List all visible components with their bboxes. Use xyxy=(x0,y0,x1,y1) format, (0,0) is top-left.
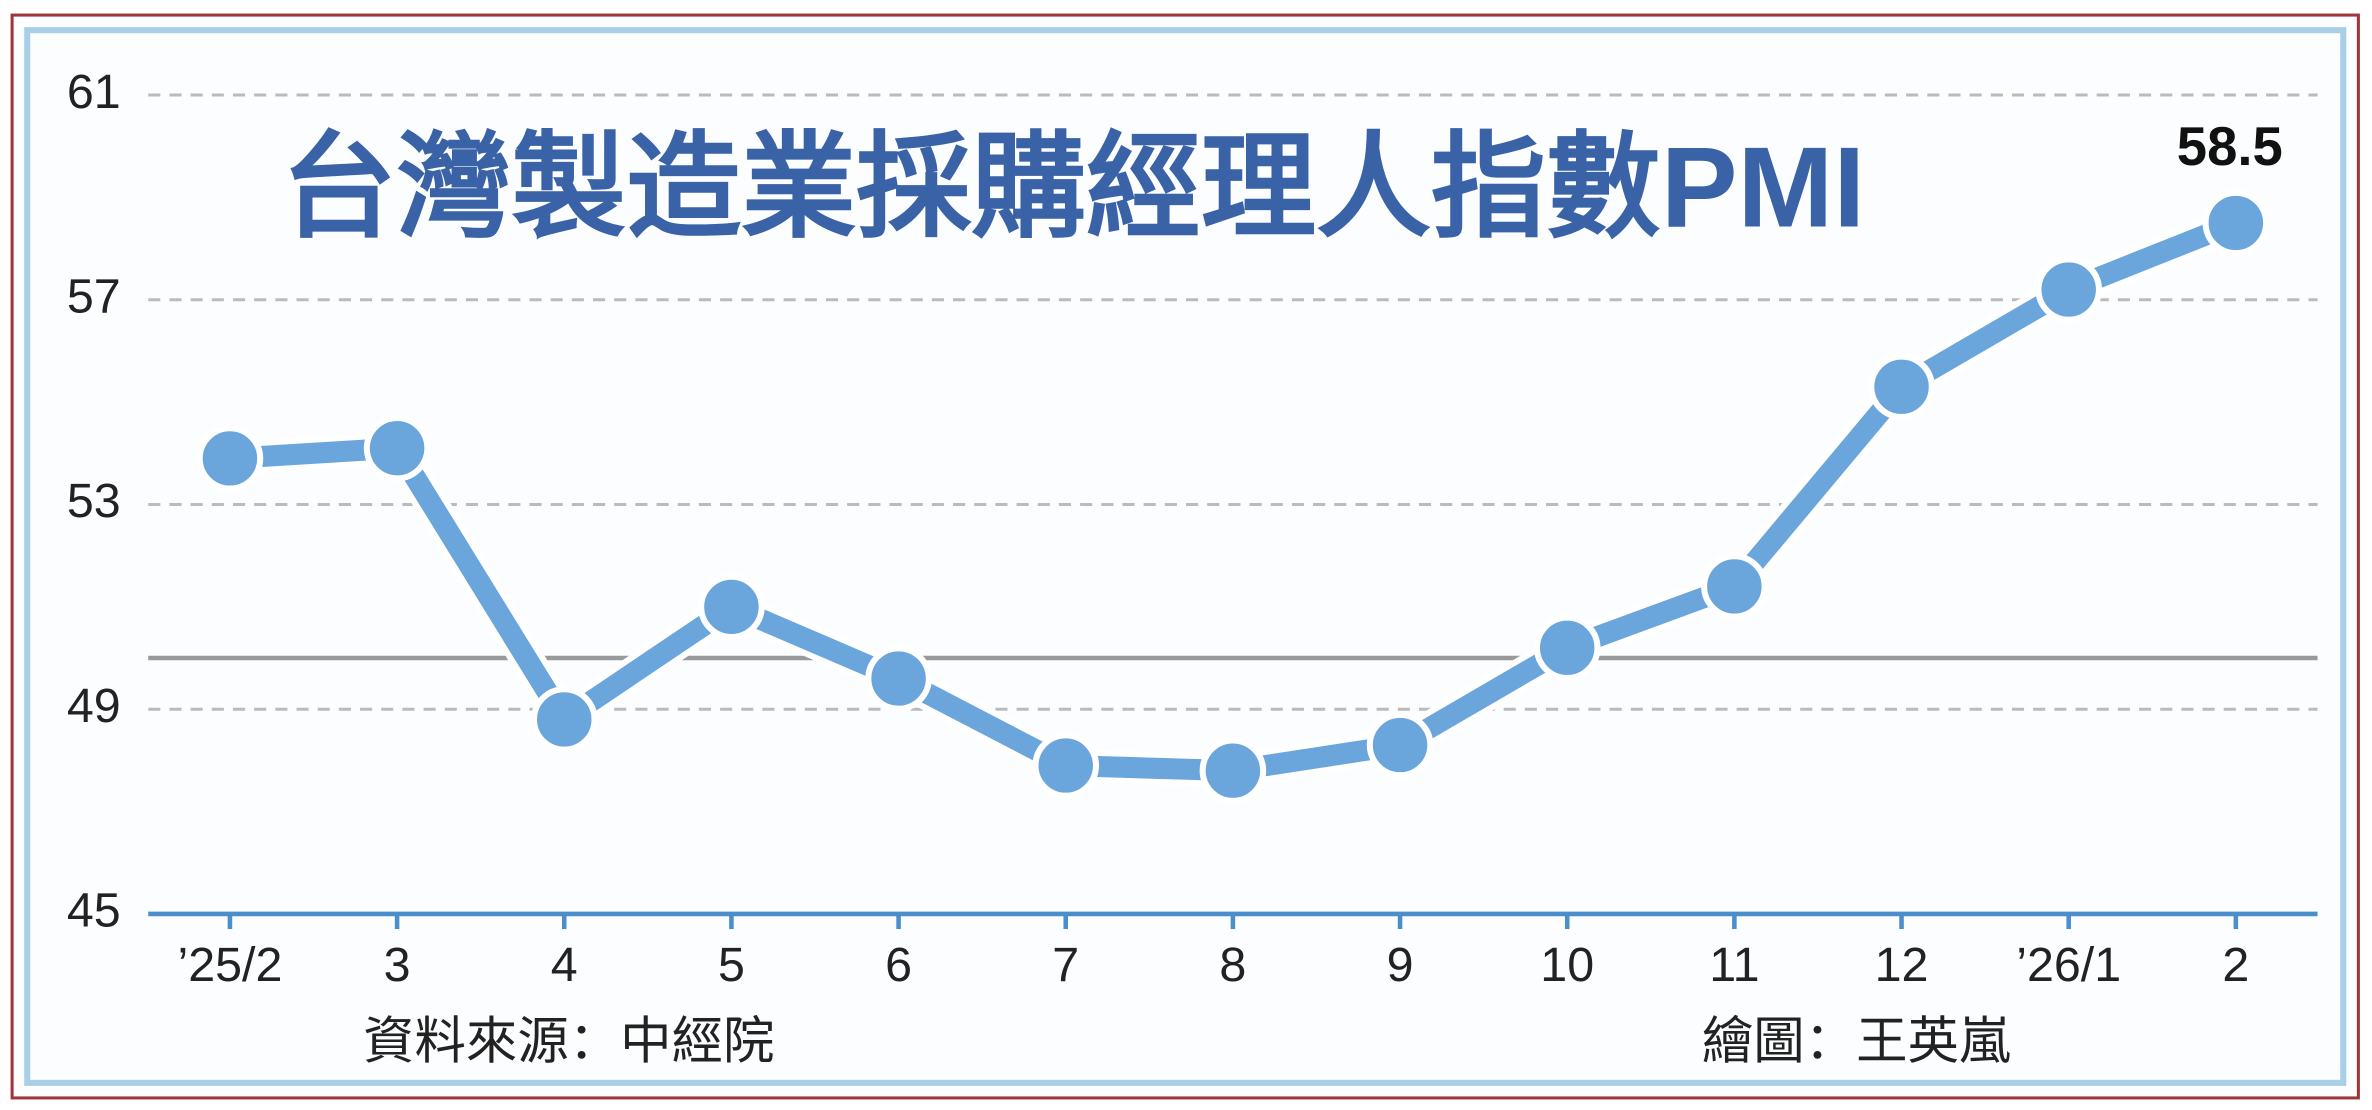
x-tick-label: 6 xyxy=(885,938,912,992)
x-tick-label: 11 xyxy=(1709,938,1759,992)
y-tick-label: 53 xyxy=(67,474,121,528)
source: 資料來源：中經院 xyxy=(363,1013,774,1070)
marker xyxy=(1366,711,1434,779)
x-tick-label: 3 xyxy=(384,938,411,992)
x-tick-label: 8 xyxy=(1219,938,1246,992)
y-tick-label: 45 xyxy=(67,884,121,938)
x-tick-label: 4 xyxy=(551,938,578,992)
marker xyxy=(1868,353,1935,420)
x-tick-label: 5 xyxy=(718,938,745,992)
y-tick-label: 49 xyxy=(67,679,121,733)
x-tick-label: 9 xyxy=(1387,938,1414,992)
inner-frame xyxy=(24,27,2347,1086)
marker xyxy=(2035,256,2102,323)
marker xyxy=(1533,614,1601,681)
marker xyxy=(2202,189,2270,257)
y-tick-label: 61 xyxy=(67,65,121,119)
x-tick-label: ’26/1 xyxy=(2016,938,2121,992)
marker xyxy=(196,425,264,492)
marker xyxy=(1199,737,1267,804)
marker xyxy=(1032,732,1100,799)
outer-frame xyxy=(10,13,2360,1100)
chart-title: 台灣製造業採購經理人指數PMI xyxy=(281,123,1865,251)
marker xyxy=(363,414,431,482)
y-tick-label: 57 xyxy=(67,270,121,324)
marker xyxy=(865,645,932,712)
data-label: 58.5 xyxy=(2177,116,2283,177)
x-tick-label: 12 xyxy=(1875,938,1929,992)
marker xyxy=(698,573,765,641)
x-tick-label: ’25/2 xyxy=(177,938,282,992)
marker xyxy=(1701,553,1768,620)
marker xyxy=(530,686,598,753)
credit: 繪圖：王英嵐 xyxy=(1702,1013,2011,1070)
x-tick-label: 10 xyxy=(1540,938,1594,992)
x-tick-label: 2 xyxy=(2222,938,2249,992)
x-tick-label: 7 xyxy=(1052,938,1079,992)
